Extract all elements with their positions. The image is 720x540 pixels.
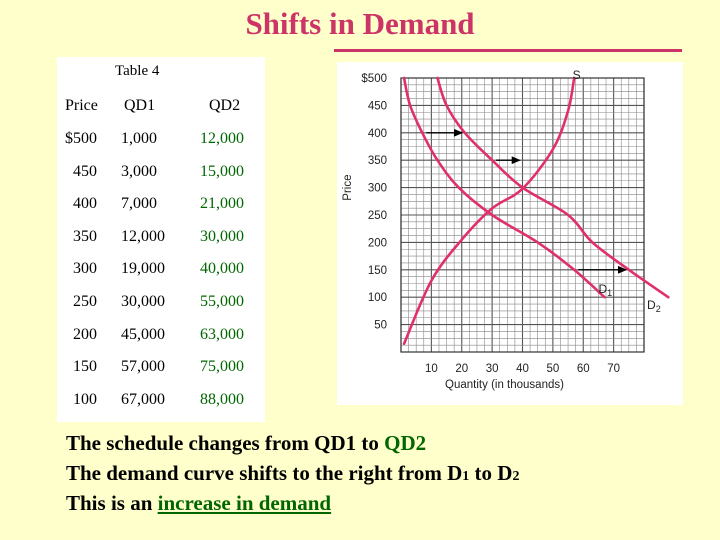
note-line-2-text-b: to D bbox=[469, 461, 513, 485]
row-qd1: 67,000 bbox=[121, 390, 165, 408]
note-line-1-text: The schedule changes from QD1 to bbox=[66, 431, 385, 455]
title-underline bbox=[334, 49, 682, 52]
plot-frame bbox=[400, 77, 645, 353]
row-qd1: 30,000 bbox=[121, 293, 165, 310]
y-tick-label: 200 bbox=[368, 237, 387, 249]
row-qd1: 7,000 bbox=[121, 195, 157, 213]
row-qd1: 45,000 bbox=[121, 325, 165, 343]
column-header-qd2: QD2 bbox=[209, 97, 240, 115]
y-tick-label: 100 bbox=[368, 292, 387, 304]
row-qd1: 3,000 bbox=[121, 162, 157, 180]
row-qd1: 19,000 bbox=[121, 260, 165, 278]
row-qd1: 57,000 bbox=[121, 358, 165, 376]
x-tick-label: 10 bbox=[425, 363, 438, 375]
row-qd2: 21,000 bbox=[200, 195, 244, 213]
row-qd2: 15,000 bbox=[200, 162, 244, 180]
supply-demand-chart: $500 450 400 350 300 250 200 150 100 50 10 20 30 40 50… bbox=[337, 62, 683, 405]
y-tick-label: 400 bbox=[368, 128, 387, 140]
note-line-2-sub-2: 2 bbox=[512, 469, 520, 484]
note-line-3: This is an increase in demand bbox=[66, 491, 331, 516]
note-line-1-qd2: QD2 bbox=[384, 431, 427, 455]
column-header-price: Price bbox=[65, 97, 98, 114]
page-title: Shifts in Demand bbox=[245, 6, 475, 41]
curve-d1 bbox=[402, 76, 606, 299]
y-tick-label: 350 bbox=[368, 155, 387, 167]
curve-label-d1: D1 bbox=[598, 282, 612, 298]
x-tick-label: 70 bbox=[607, 363, 620, 375]
y-tick-label: 150 bbox=[368, 265, 387, 277]
note-line-3-text: This is an bbox=[66, 491, 158, 515]
x-tick-label: 40 bbox=[516, 363, 529, 375]
row-price: 200 bbox=[73, 325, 97, 343]
note-line-3-highlight: increase in demand bbox=[157, 491, 332, 515]
table-caption: Table 4 bbox=[115, 63, 160, 79]
qd2-header-text: QD2 bbox=[209, 97, 241, 114]
note-line-1: The schedule changes from QD1 to QD2 bbox=[66, 431, 426, 456]
y-axis-label: Price bbox=[342, 174, 354, 200]
row-price: $500 bbox=[65, 130, 97, 147]
row-qd2: 40,000 bbox=[200, 260, 244, 278]
y-tick-label: $500 bbox=[361, 73, 387, 85]
x-tick-label: 20 bbox=[455, 363, 468, 375]
y-tick-label: 300 bbox=[368, 183, 387, 195]
row-price: 350 bbox=[73, 227, 97, 245]
column-header-qd1: QD1 bbox=[124, 97, 155, 115]
row-qd2: 12,000 bbox=[200, 130, 244, 147]
curve-s bbox=[402, 76, 576, 346]
row-price: 150 bbox=[73, 358, 97, 376]
x-tick-label: 60 bbox=[577, 363, 590, 375]
note-line-2-sub-1: 1 bbox=[462, 469, 470, 484]
y-tick-label: 50 bbox=[374, 320, 387, 332]
row-qd2: 63,000 bbox=[200, 325, 244, 343]
row-qd2: 88,000 bbox=[200, 390, 244, 408]
curve-d2 bbox=[436, 76, 670, 299]
row-price: 450 bbox=[73, 162, 97, 180]
row-qd2: 55,000 bbox=[200, 293, 244, 310]
demand-schedule-table: Table 4 Price QD1 QD2 $500 1,000 12,000 450… bbox=[57, 57, 265, 422]
qd1-header-text: QD1 bbox=[124, 97, 156, 114]
chart-svg: $500 450 400 350 300 250 200 150 100 50 10 20 30 40 50… bbox=[342, 68, 670, 391]
note-line-2: The demand curve shifts to the right fro… bbox=[66, 461, 519, 486]
curve-label-d2: D2 bbox=[647, 298, 661, 314]
row-qd1: 1,000 bbox=[121, 130, 157, 147]
curve-label-subscript: 1 bbox=[607, 288, 612, 298]
y-tick-label: 450 bbox=[368, 100, 387, 112]
curve-label-subscript: 2 bbox=[656, 304, 661, 314]
y-tick-label: 250 bbox=[368, 210, 387, 222]
row-price: 300 bbox=[73, 260, 97, 278]
row-price: 100 bbox=[73, 390, 97, 408]
row-qd1: 12,000 bbox=[121, 227, 165, 245]
row-qd2: 30,000 bbox=[200, 227, 244, 245]
row-qd2: 75,000 bbox=[200, 358, 244, 376]
x-axis-label: Quantity (in thousands) bbox=[445, 379, 564, 391]
row-price: 400 bbox=[73, 195, 97, 213]
x-tick-label: 30 bbox=[486, 363, 499, 375]
row-price: 250 bbox=[73, 293, 97, 310]
curve-label-s: S bbox=[573, 68, 581, 82]
x-tick-label: 50 bbox=[546, 363, 559, 375]
note-line-2-text-a: The demand curve shifts to the right fro… bbox=[66, 461, 463, 485]
